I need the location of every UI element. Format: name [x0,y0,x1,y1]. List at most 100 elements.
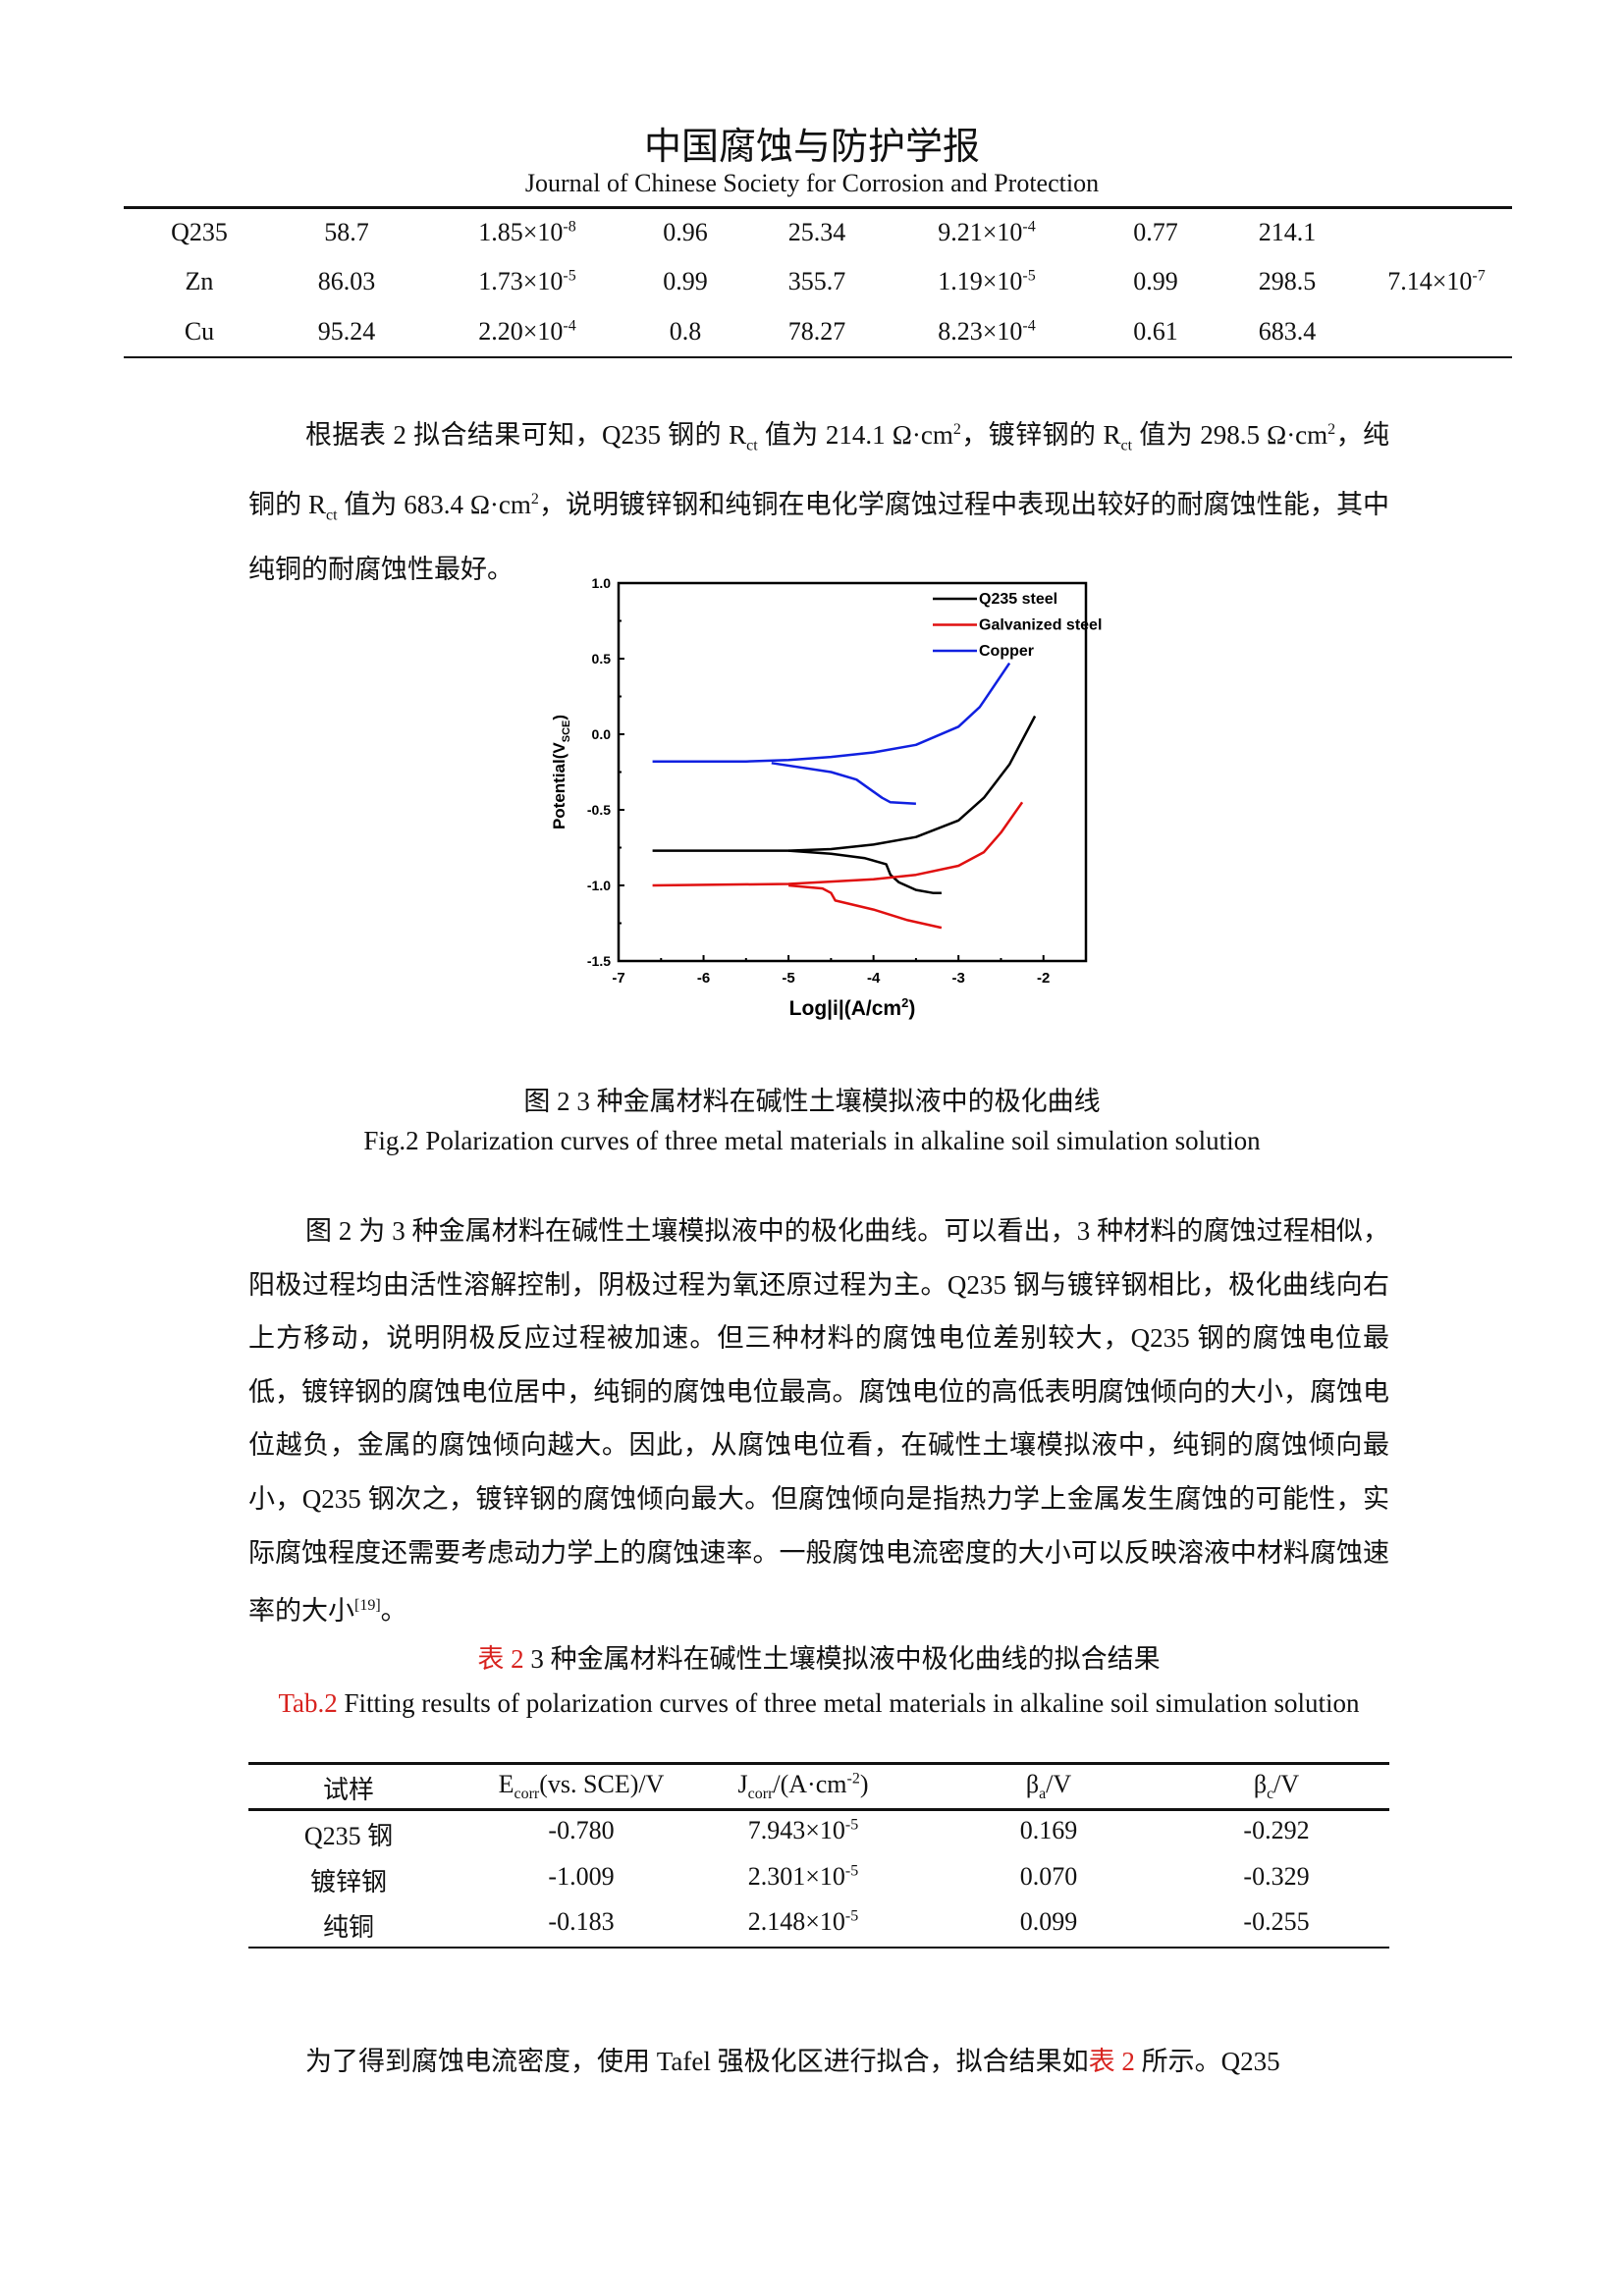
exponent: -5 [844,1862,859,1880]
table-cell: 0.77 [1133,218,1178,247]
table-cell: -0.329 [1243,1862,1309,1892]
table-label[interactable]: 表 2 [477,1644,524,1674]
series-q235-steel-anodic-line [652,715,1037,852]
citation[interactable]: [19] [354,1597,381,1615]
table-label[interactable]: Tab.2 [278,1688,338,1718]
y-tick-label: 1.0 [592,575,612,591]
exponent: -4 [1022,317,1036,335]
table-cell: 0.99 [1133,267,1178,296]
table-cell: -0.183 [548,1907,614,1937]
cell-value: 0.99 [663,267,708,295]
table-cell: 8.23×10-4 [938,317,1036,347]
table1-bottom-rule [124,356,1512,358]
subscript: corr [514,1786,540,1803]
exponent: -4 [1022,218,1036,236]
table-cell: 0.61 [1133,317,1178,347]
cell-value: Q235 钢 [303,1822,394,1850]
text: Fitting results of polarization curves o… [337,1688,1360,1718]
series-galvanized-steel-anodic-line [652,801,1024,887]
table-header-cell: Ecorr(vs. SCE)/V [499,1770,665,1803]
exponent: -5 [844,1907,859,1925]
text: 值为 298.5 Ω·cm [1132,420,1328,450]
table-cell: 1.73×10-5 [478,267,576,296]
table-cell: 0.96 [663,218,708,247]
cell-value: 298.5 [1258,267,1317,295]
legend-label: Copper [979,643,1034,660]
table-cell: 86.03 [318,267,376,296]
exponent: -5 [844,1816,859,1834]
table-header-cell: Jcorr/(A·cm-2) [738,1770,869,1803]
subscript: c [1267,1786,1274,1803]
text: ，镀锌钢的 R [960,420,1121,450]
cell-value: -0.329 [1243,1862,1310,1891]
table-cell: -0.255 [1243,1907,1309,1937]
y-tick-label: 0.5 [592,651,612,667]
text: 根据表 2 拟合结果可知，Q235 钢的 R [305,420,747,450]
exponent: -7 [1472,267,1486,285]
table-cell: 9.21×10-4 [938,218,1036,247]
series-q235-steel-cathodic-line [788,849,942,894]
table-cell: 214.1 [1259,218,1317,247]
cell-value: -0.292 [1243,1816,1310,1844]
cell-value: 78.27 [787,317,846,346]
table-cell: 95.24 [318,317,376,347]
series-copper-anodic-line [652,662,1011,763]
cell-value: -0.780 [548,1816,615,1844]
cell-value: Cu [184,317,215,346]
table-cell: 纯铜 [323,1907,374,1944]
figure-caption-cn: 图 2 3 种金属材料在碱性土壤模拟液中的极化曲线 [523,1087,1101,1116]
text: ) [859,1770,869,1798]
table1-top-rule [124,206,1512,209]
legend-label: Q235 steel [979,591,1057,608]
exponent: -2 [846,1770,860,1788]
cell-value: 0.99 [1133,267,1178,295]
table-cell: 7.943×10-5 [748,1816,859,1845]
journal-title-en: Journal of Chinese Society for Corrosion… [524,169,1100,197]
cell-value: 镀锌钢 [309,1868,388,1896]
y-tick-label: -1.0 [587,878,611,893]
cell-value: Q235 [171,218,228,246]
paragraph-3: 为了得到腐蚀电流密度，使用 Tafel 强极化区进行拟合，拟合结果如表 2 所示… [248,2035,1389,2089]
text: 图 2 为 3 种金属材料在碱性土壤模拟液中的极化曲线。可以看出，3 种材料的腐… [248,1216,1389,1627]
table-cell: 78.27 [788,317,846,347]
legend-label: Galvanized steel [979,617,1102,634]
cell-value: 1.73×10 [478,267,564,295]
paragraph-2: 图 2 为 3 种金属材料在碱性土壤模拟液中的极化曲线。可以看出，3 种材料的腐… [248,1204,1389,1638]
subscript: corr [747,1786,774,1803]
table-cell: 683.4 [1259,317,1317,347]
text: (vs. SCE)/V [539,1770,665,1798]
text: 能，其中纯铜的耐腐蚀性最好。 [248,489,1390,584]
text: 值为 214.1 Ω·cm [757,420,953,450]
y-tick-label: -1.5 [587,953,611,969]
table-cell: 0.099 [1020,1907,1078,1937]
table-reference-link[interactable]: 表 2 [1088,2047,1135,2076]
text: 所示。Q235 [1134,2047,1280,2076]
exponent: -5 [1022,267,1036,285]
y-axis-label: Potential(VSCE) [550,715,572,829]
y-tick-label: -0.5 [587,802,611,818]
exponent: -4 [563,317,576,335]
cell-value: 0.8 [669,317,702,346]
cell-value: 58.7 [324,218,369,246]
table-cell: 2.148×10-5 [748,1907,859,1937]
x-tick-label: -6 [697,970,710,987]
table-cell: 2.301×10-5 [748,1862,859,1892]
text: E [498,1770,514,1798]
table-cell: 1.19×10-5 [938,267,1036,296]
text: /V [1273,1770,1300,1798]
text: 3 种金属材料在碱性土壤模拟液中极化曲线的拟合结果 [523,1644,1161,1674]
text: J [737,1770,748,1798]
table-cell: 0.070 [1020,1862,1078,1892]
table2-title-cn: 表 2 3 种金属材料在碱性土壤模拟液中极化曲线的拟合结果 [248,1637,1389,1676]
table-cell: 355.7 [788,267,846,296]
table-cell: Zn [186,267,214,296]
table-cell: 镀锌钢 [310,1862,387,1898]
x-axis-label: Log|i|(A/cm2) [789,995,916,1020]
cell-value: 0.96 [663,218,708,246]
text: ct [325,507,338,524]
table-cell: 0.99 [663,267,708,296]
exponent: -8 [563,218,576,236]
table-cell: 0.8 [670,317,702,347]
text: 试样 [322,1776,375,1804]
table-cell: -0.780 [548,1816,614,1845]
